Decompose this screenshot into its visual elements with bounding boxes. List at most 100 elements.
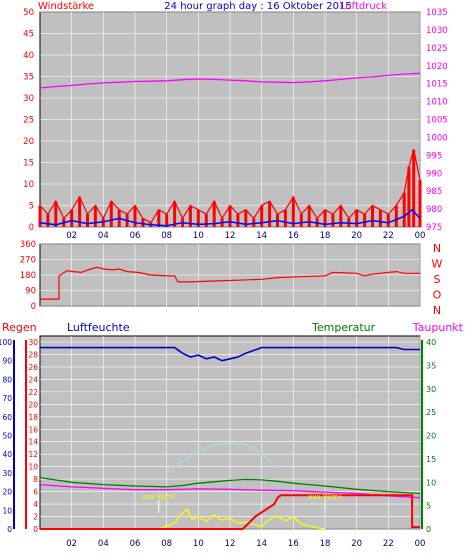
compass-label-3: O: [433, 289, 442, 302]
wind-gust-line: [39, 149, 421, 224]
rain-x-tick-20: 20: [351, 539, 362, 549]
pressure-line: [39, 72, 421, 89]
rain-x-tick-10: 10: [193, 539, 204, 549]
wind-x-tick-16: 16: [288, 231, 299, 241]
pressure-y-tick-985: 985: [426, 187, 442, 197]
wind-y-tick-30: 30: [23, 94, 34, 104]
rain-x-tick-00: 00: [415, 539, 426, 549]
humidity-y-tick-10: 10: [2, 506, 12, 515]
rain-x-tick-22: 22: [383, 539, 394, 549]
wind-x-tick-10: 10: [193, 231, 204, 241]
wind-y-tick-40: 40: [23, 51, 34, 61]
rain-x-tick-14: 14: [256, 539, 267, 549]
rain-y-tick-26: 26: [28, 363, 38, 372]
rain-y-tick-22: 22: [28, 388, 38, 397]
humidity-y-tick-30: 30: [2, 469, 12, 478]
wind-x-tick-08: 08: [161, 231, 172, 241]
wind-x-tick-02: 02: [66, 231, 77, 241]
compass-label-0: N: [433, 242, 441, 255]
pressure-y-tick-1030: 1030: [426, 26, 448, 36]
wind-y-tick-35: 35: [23, 73, 34, 83]
humidity-y-tick-40: 40: [2, 450, 12, 459]
rain-y-tick-8: 8: [33, 475, 38, 484]
humidity-line: [40, 346, 420, 362]
wind-x-tick-18: 18: [320, 231, 331, 241]
direction-y-tick-0: 0: [31, 302, 36, 312]
wind-y-tick-0: 0: [29, 223, 34, 233]
humidity-axis-label: Luftfeuchte: [67, 321, 130, 334]
rain-y-tick-14: 14: [28, 438, 38, 447]
rain-line: [40, 494, 420, 530]
rain-y-tick-2: 2: [33, 513, 38, 522]
wind-axis-label: Windstärke: [38, 1, 94, 12]
rain-y-tick-18: 18: [28, 413, 38, 422]
page-title: 24 hour graph day : 16 Oktober 2015: [164, 1, 351, 12]
rain-x-tick-12: 12: [225, 539, 236, 549]
rain-x-tick-04: 04: [98, 539, 109, 549]
temp-y-tick-0: 0: [426, 525, 431, 534]
wind-avg-line: [39, 208, 421, 227]
pressure-y-tick-1015: 1015: [426, 80, 448, 90]
temp-y-tick-20: 20: [426, 432, 436, 441]
humidity-y-tick-80: 80: [2, 375, 12, 384]
wind-x-tick-22: 22: [383, 231, 394, 241]
compass-label-1: W: [432, 258, 443, 271]
rain-x-tick-06: 06: [130, 539, 141, 549]
direction-y-tick-90: 90: [25, 287, 36, 297]
solar-annotation-0: xxx W/m²: [142, 493, 176, 501]
pressure-y-tick-1000: 1000: [426, 133, 448, 143]
rain-y-tick-24: 24: [28, 375, 38, 384]
pressure-y-tick-1035: 1035: [426, 8, 448, 18]
rain-humidity-panel: 0102030405060708090100024681012141618202…: [0, 335, 436, 549]
uv-line: [166, 442, 278, 474]
pressure-y-tick-990: 990: [426, 169, 442, 179]
wind-y-tick-15: 15: [23, 159, 34, 169]
wind-y-tick-5: 5: [29, 202, 34, 212]
pressure-y-tick-1005: 1005: [426, 116, 448, 126]
pressure-y-tick-995: 995: [426, 151, 442, 161]
wind-x-tick-04: 04: [98, 231, 109, 241]
wind-y-tick-25: 25: [23, 116, 34, 126]
wind-x-tick-12: 12: [225, 231, 236, 241]
temperature-axis-label: Temperatur: [311, 321, 376, 334]
direction-y-tick-360: 360: [20, 240, 36, 250]
rain-y-tick-4: 4: [33, 500, 38, 509]
rain-y-tick-28: 28: [28, 350, 38, 359]
pressure-y-tick-1025: 1025: [426, 44, 448, 54]
wind-y-tick-20: 20: [23, 137, 34, 147]
compass-label-4: N: [433, 304, 441, 317]
humidity-y-tick-20: 20: [2, 488, 12, 497]
direction-y-tick-270: 270: [20, 256, 36, 266]
rain-y-tick-6: 6: [33, 488, 38, 497]
temp-y-tick-35: 35: [426, 361, 436, 370]
wind-pressure-panel: 0510152025303540455097598098599099510001…: [23, 8, 447, 241]
wind-x-tick-14: 14: [256, 231, 267, 241]
compass-label-2: S: [434, 273, 441, 286]
rain-y-tick-30: 30: [28, 338, 38, 347]
wind-y-tick-10: 10: [23, 180, 34, 190]
solar-annotation-1: xxx W/m²: [308, 493, 342, 501]
temp-y-tick-10: 10: [426, 478, 436, 487]
rain-y-tick-12: 12: [28, 450, 38, 459]
humidity-y-tick-60: 60: [2, 413, 12, 422]
temp-y-tick-30: 30: [426, 385, 436, 394]
wind-y-tick-45: 45: [23, 30, 34, 40]
wind-x-tick-20: 20: [351, 231, 362, 241]
temp-y-tick-5: 5: [426, 502, 431, 511]
humidity-y-tick-70: 70: [2, 394, 12, 403]
direction-line: [40, 266, 420, 300]
dewpoint-line: [39, 483, 421, 499]
pressure-axis-label: Luftdruck: [340, 1, 387, 12]
humidity-y-tick-50: 50: [2, 432, 12, 441]
wind-y-tick-50: 50: [23, 8, 34, 18]
direction-y-tick-180: 180: [20, 271, 36, 281]
rain-x-tick-02: 02: [66, 539, 77, 549]
pressure-y-tick-1010: 1010: [426, 98, 448, 108]
rain-y-tick-16: 16: [28, 425, 38, 434]
wind-x-tick-00: 00: [415, 231, 426, 241]
rain-y-tick-10: 10: [28, 463, 38, 472]
rain-x-tick-16: 16: [288, 539, 299, 549]
temp-y-tick-25: 25: [426, 408, 436, 417]
rain-x-tick-08: 08: [161, 539, 172, 549]
humidity-y-tick-100: 100: [0, 338, 12, 347]
